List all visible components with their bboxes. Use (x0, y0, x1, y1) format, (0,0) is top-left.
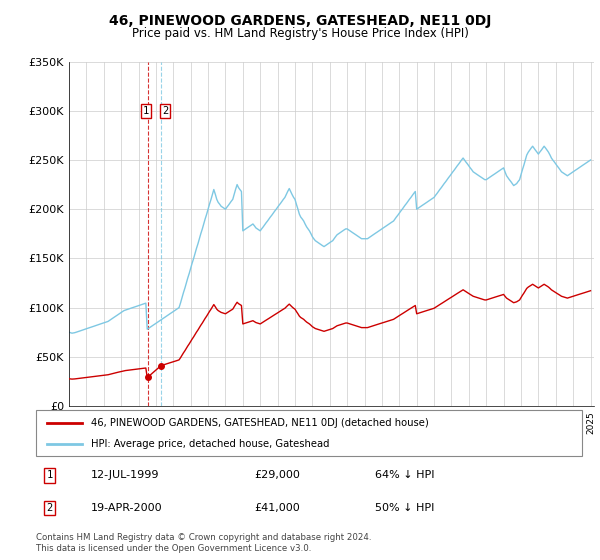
Text: £29,000: £29,000 (254, 470, 300, 480)
Text: 64% ↓ HPI: 64% ↓ HPI (374, 470, 434, 480)
Text: £41,000: £41,000 (254, 503, 300, 513)
Text: 46, PINEWOOD GARDENS, GATESHEAD, NE11 0DJ (detached house): 46, PINEWOOD GARDENS, GATESHEAD, NE11 0D… (91, 418, 428, 428)
Text: 1: 1 (143, 106, 149, 116)
Text: 1: 1 (47, 470, 53, 480)
Text: 12-JUL-1999: 12-JUL-1999 (91, 470, 159, 480)
Text: 19-APR-2000: 19-APR-2000 (91, 503, 162, 513)
Text: 50% ↓ HPI: 50% ↓ HPI (374, 503, 434, 513)
Text: Contains HM Land Registry data © Crown copyright and database right 2024.
This d: Contains HM Land Registry data © Crown c… (36, 533, 371, 553)
Text: Price paid vs. HM Land Registry's House Price Index (HPI): Price paid vs. HM Land Registry's House … (131, 27, 469, 40)
Text: 46, PINEWOOD GARDENS, GATESHEAD, NE11 0DJ: 46, PINEWOOD GARDENS, GATESHEAD, NE11 0D… (109, 14, 491, 28)
FancyBboxPatch shape (36, 410, 582, 456)
Text: 2: 2 (47, 503, 53, 513)
Text: HPI: Average price, detached house, Gateshead: HPI: Average price, detached house, Gate… (91, 439, 329, 449)
Text: 2: 2 (162, 106, 169, 116)
